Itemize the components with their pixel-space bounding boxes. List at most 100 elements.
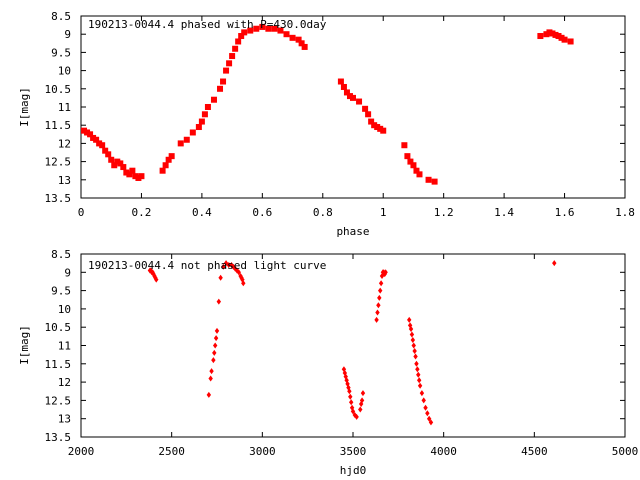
phased-data-point bbox=[365, 111, 372, 118]
unphased-x-tick-label: 5000 bbox=[612, 445, 639, 458]
unphased-data-point bbox=[408, 326, 414, 333]
unphased-plot-x-axis-label: hjd0 bbox=[340, 464, 367, 477]
phased-data-point bbox=[168, 153, 175, 160]
unphased-data-point bbox=[241, 280, 246, 287]
phased-data-point bbox=[114, 158, 121, 165]
phased-x-tick-label: 0.8 bbox=[313, 206, 333, 219]
phased-y-tick-label: 9 bbox=[64, 28, 71, 41]
unphased-data-point bbox=[378, 280, 384, 287]
phased-data-point bbox=[346, 93, 353, 100]
phased-data-point bbox=[201, 111, 208, 118]
phased-plot-y-tick-labels: 8.5 9 9.5 10 10.5 11 11.5 12 12.5 13 13.5 bbox=[45, 10, 72, 205]
phased-y-tick-label: 11.5 bbox=[45, 119, 72, 132]
unphased-data-point bbox=[414, 360, 419, 367]
phased-data-point bbox=[277, 27, 284, 34]
unphased-data-point bbox=[383, 269, 388, 276]
unphased-y-tick-label: 10 bbox=[58, 303, 71, 316]
phased-data-point bbox=[295, 36, 302, 43]
unphased-data-point bbox=[236, 269, 241, 276]
phased-data-point bbox=[132, 173, 139, 180]
phased-data-point bbox=[356, 98, 363, 105]
unphased-data-point bbox=[348, 393, 353, 400]
phased-plot-x-tick-labels: 0 0.2 0.4 0.6 0.8 1 1.2 1.4 1.6 1.8 bbox=[78, 206, 635, 219]
unphased-data-point bbox=[360, 390, 366, 397]
unphased-data-point bbox=[426, 415, 432, 422]
unphased-data-point bbox=[238, 272, 243, 279]
phased-data-point bbox=[177, 140, 184, 147]
unphased-x-tick-label: 2500 bbox=[158, 445, 185, 458]
phased-plot-y-axis-label: I[mag] bbox=[18, 87, 31, 127]
phased-data-point bbox=[362, 105, 369, 112]
phased-data-point bbox=[404, 153, 411, 160]
phased-data-point bbox=[289, 34, 296, 41]
unphased-data-point bbox=[375, 309, 380, 316]
unphased-plot-y-tick-labels: 8.5 9 9.5 10 10.5 11 11.5 12 12.5 13 13.5 bbox=[45, 248, 72, 444]
phased-data-point bbox=[189, 129, 196, 136]
phased-data-point bbox=[226, 60, 233, 67]
unphased-data-point bbox=[416, 371, 421, 378]
unphased-data-point bbox=[376, 302, 381, 309]
phased-data-point bbox=[567, 38, 574, 45]
unphased-plot-title: 190213-0044.4 not phased light curve bbox=[88, 259, 326, 272]
phased-data-point bbox=[87, 131, 94, 138]
unphased-data-point bbox=[226, 261, 231, 268]
phased-x-tick-label: 0.4 bbox=[192, 206, 212, 219]
phased-data-point bbox=[90, 134, 97, 141]
unphased-data-point bbox=[415, 366, 420, 373]
phased-data-point bbox=[195, 124, 202, 131]
phased-y-tick-label: 12 bbox=[58, 137, 71, 150]
unphased-plot-x-tick-labels: 2000 2500 3000 3500 4000 4500 5000 bbox=[68, 445, 639, 458]
phased-y-tick-label: 10.5 bbox=[45, 83, 72, 96]
unphased-data-point bbox=[348, 399, 354, 406]
phased-data-point bbox=[413, 167, 420, 174]
phased-data-point bbox=[123, 169, 130, 176]
phased-data-point bbox=[537, 33, 544, 40]
unphased-data-point bbox=[413, 353, 418, 360]
phased-data-point bbox=[552, 31, 559, 38]
phased-data-point bbox=[238, 33, 245, 40]
phased-x-tick-label: 0.2 bbox=[132, 206, 152, 219]
phased-data-point bbox=[271, 25, 278, 32]
unphased-x-tick-label: 3500 bbox=[340, 445, 367, 458]
phased-data-point bbox=[223, 67, 230, 74]
phased-data-point bbox=[298, 40, 305, 47]
phased-data-point bbox=[301, 43, 308, 50]
unphased-data-point bbox=[425, 410, 430, 417]
unphased-y-tick-label: 9.5 bbox=[51, 285, 71, 298]
phased-y-tick-label: 13.5 bbox=[45, 192, 72, 205]
unphased-y-tick-label: 11 bbox=[58, 340, 71, 353]
unphased-data-point bbox=[213, 335, 219, 342]
unphased-data-point bbox=[152, 272, 157, 279]
unphased-data-point bbox=[232, 265, 238, 272]
unphased-y-tick-label: 10.5 bbox=[45, 321, 72, 334]
phased-data-point bbox=[561, 36, 568, 43]
phased-data-point bbox=[374, 124, 381, 131]
phased-data-point bbox=[543, 31, 550, 38]
unphased-data-point bbox=[378, 287, 383, 294]
unphased-y-tick-label: 12 bbox=[58, 376, 71, 389]
unphased-x-tick-label: 3000 bbox=[249, 445, 276, 458]
phased-data-point bbox=[410, 162, 417, 169]
phased-x-tick-label: 1.4 bbox=[494, 206, 514, 219]
phased-data-point bbox=[368, 118, 375, 125]
phased-data-point bbox=[81, 127, 88, 134]
unphased-y-tick-label: 8.5 bbox=[51, 248, 71, 261]
phased-data-point bbox=[235, 38, 242, 45]
phased-data-point bbox=[135, 174, 142, 181]
phased-data-point bbox=[198, 118, 205, 125]
phased-data-point bbox=[111, 162, 118, 169]
phased-data-point bbox=[340, 83, 347, 90]
phased-data-point bbox=[108, 156, 115, 163]
phased-data-point bbox=[162, 162, 169, 169]
phased-data-point bbox=[259, 23, 266, 30]
phased-plot-points bbox=[81, 23, 574, 185]
phased-data-point bbox=[126, 171, 133, 178]
unphased-data-point bbox=[407, 316, 412, 323]
phased-x-tick-label: 0 bbox=[78, 206, 85, 219]
phased-data-point bbox=[229, 53, 236, 60]
phased-data-point bbox=[159, 167, 166, 174]
phased-y-tick-label: 8.5 bbox=[51, 10, 71, 23]
unphased-data-point bbox=[216, 298, 222, 305]
